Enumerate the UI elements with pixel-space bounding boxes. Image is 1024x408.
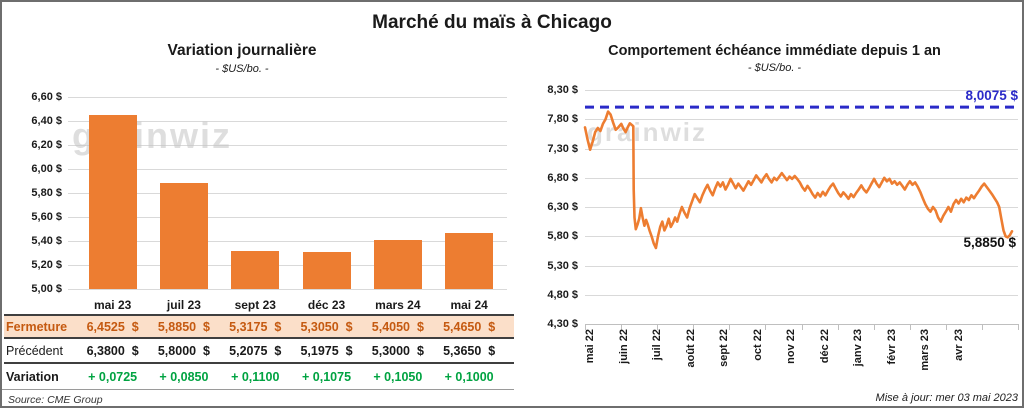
- bar-chart-title: Variation journalière: [167, 42, 317, 59]
- table-bottom-line: [2, 389, 514, 390]
- y-tick-label: 4,30 $: [547, 318, 578, 330]
- reference-price-label: 8,0075 $: [965, 88, 1018, 103]
- table-cell: 5,8000 $: [157, 343, 210, 358]
- table-row: Précédent 6,3800 $ 5,8000 $ 5,2075 $ 5,1975 …: [4, 339, 514, 364]
- y-tick-label: 7,80 $: [547, 113, 578, 126]
- table-cell: 5,3050 $: [300, 319, 353, 334]
- month-label: juil 23: [166, 298, 201, 312]
- table-cell: + 0,1050: [373, 370, 423, 384]
- bar: [88, 114, 137, 289]
- watermark: grainwiz: [587, 117, 708, 147]
- month-label: déc 23: [307, 298, 346, 312]
- y-tick-label: 5,20 $: [31, 259, 62, 271]
- gridline: [68, 241, 507, 242]
- table-cell: 6,3800 $: [86, 343, 139, 358]
- y-tick-label: 5,80 $: [547, 230, 578, 243]
- table-cell: 5,1975 $: [300, 343, 353, 358]
- table-cell: 5,8850 $: [157, 319, 210, 334]
- y-tick-label: 7,30 $: [547, 142, 578, 155]
- bar: [231, 250, 280, 289]
- y-tick-label: 5,60 $: [31, 211, 62, 223]
- gridline: [68, 265, 507, 266]
- gridline: [585, 265, 1018, 267]
- axis-tick: [909, 324, 911, 330]
- bar-chart-subtitle: - $US/bo. -: [215, 63, 269, 75]
- line-chart-title: Comportement échéance immédiate depuis 1…: [608, 43, 941, 59]
- table-cell: 5,3175 $: [229, 319, 282, 334]
- month-label: mars 24: [375, 298, 421, 312]
- axis-tick: [945, 324, 947, 330]
- table-cell: + 0,1100: [231, 370, 280, 384]
- axis-tick: [621, 324, 623, 330]
- gridline: [585, 90, 1018, 91]
- table-cell: 5,3650 $: [443, 343, 496, 358]
- y-tick-label: 5,30 $: [547, 259, 578, 272]
- axis-tick: [765, 324, 767, 330]
- axis-tick: [801, 324, 803, 330]
- table-cell: + 0,0850: [159, 370, 209, 384]
- gridline: [68, 169, 507, 170]
- y-tick-label: 5,00 $: [31, 283, 62, 295]
- axis-tick: [873, 324, 875, 330]
- gridline: [585, 177, 1018, 179]
- table-cell: 6,4525 $: [86, 319, 139, 334]
- table-row-label: Précédent: [6, 343, 63, 358]
- table-row: Variation + 0,0725 + 0,0850 + 0,1100 + 0,107…: [4, 364, 514, 390]
- y-tick-label: 5,80 $: [31, 187, 62, 199]
- table-cell: 5,2075 $: [229, 343, 282, 358]
- table-cell: 5,3000 $: [371, 343, 424, 358]
- gridline: [585, 148, 1018, 150]
- gridline: [68, 97, 507, 98]
- month-label: mai 23: [93, 298, 132, 312]
- bar: [445, 233, 494, 289]
- y-tick-label: 6,30 $: [547, 201, 578, 213]
- bar: [373, 240, 422, 289]
- axis-tick: [981, 324, 983, 330]
- table-cell: 5,4050 $: [371, 319, 424, 334]
- gridline: [585, 236, 1018, 238]
- y-tick-label: 5,40 $: [31, 235, 62, 247]
- axis-tick: [1018, 324, 1019, 330]
- month-label: sept 23: [234, 298, 276, 312]
- y-tick-label: 6,40 $: [31, 115, 62, 127]
- gridline: [585, 119, 1018, 121]
- y-tick-label: 6,80 $: [547, 171, 578, 184]
- gridline: [68, 217, 507, 218]
- table-cell: 5,4650 $: [443, 319, 496, 334]
- source-note: Source: CME Group: [8, 394, 103, 406]
- gridline: [585, 207, 1018, 208]
- axis-tick: [585, 324, 586, 330]
- gridline: [68, 121, 507, 122]
- axis-tick: [693, 324, 695, 330]
- table-cell: + 0,0725: [88, 370, 138, 384]
- y-tick-label: 6,60 $: [31, 91, 62, 103]
- y-tick-label: 6,20 $: [31, 139, 62, 151]
- gridline: [68, 289, 507, 290]
- bar: [159, 182, 208, 289]
- line-chart-subtitle: - $US/bo. -: [747, 62, 802, 74]
- y-tick-label: 6,00 $: [31, 163, 62, 175]
- y-tick-label: 4,80 $: [547, 288, 578, 301]
- month-label: mai 24: [450, 298, 488, 312]
- axis-tick: [657, 324, 659, 330]
- axis-tick: [729, 324, 731, 330]
- y-tick-label: 8,30 $: [547, 84, 578, 96]
- gridline: [68, 193, 507, 194]
- table-row-label: Fermeture: [6, 319, 68, 334]
- table-row-label: Variation: [6, 370, 59, 384]
- table-cell: + 0,1075: [302, 370, 352, 384]
- bar: [302, 252, 351, 289]
- gridline: [585, 294, 1018, 296]
- price-line: [583, 110, 1014, 250]
- page-title: Marché du maïs à Chicago: [372, 12, 612, 33]
- last-price-label: 5,8850 $: [963, 235, 1016, 250]
- axis-tick: [837, 324, 839, 330]
- table-row: Fermeture 6,4525 $ 5,8850 $ 5,3175 $ 5,3050 …: [4, 314, 514, 339]
- gridline: [68, 145, 507, 146]
- update-note: Mise à jour: mer 03 mai 2023: [875, 392, 1018, 404]
- table-cell: + 0,1000: [444, 370, 494, 384]
